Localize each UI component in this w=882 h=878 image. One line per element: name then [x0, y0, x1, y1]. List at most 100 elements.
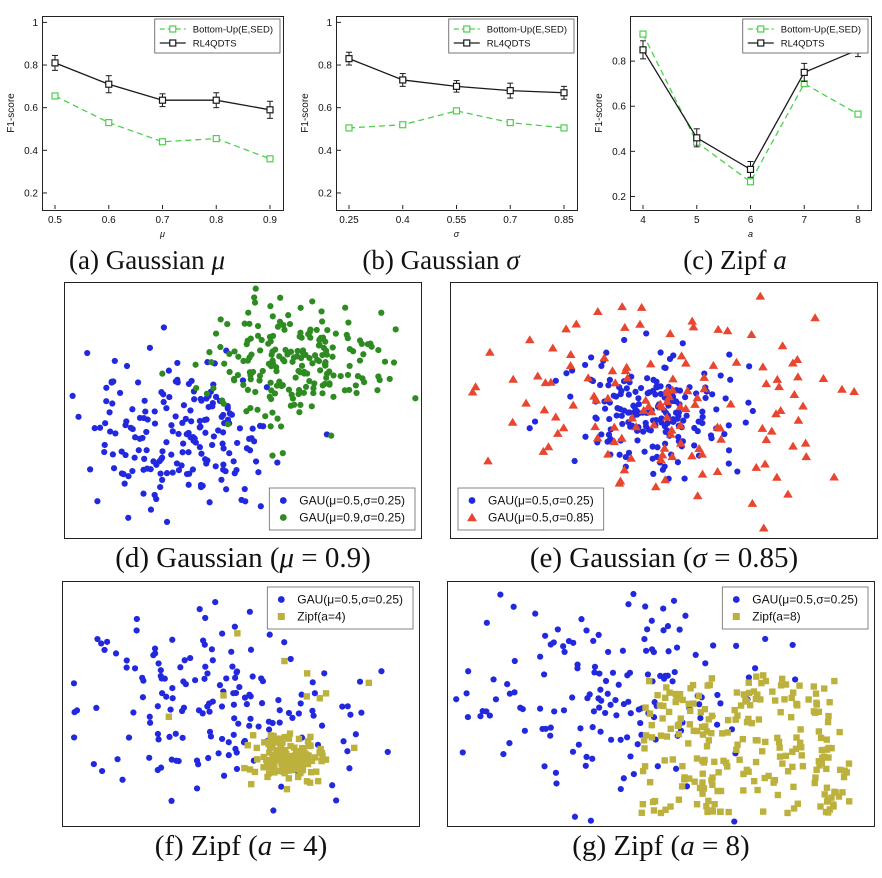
- svg-text:0.4: 0.4: [318, 146, 332, 157]
- scatter-gaussian-sigma085: GAU(μ=0.5,σ=0.25) GAU(μ=0.5,σ=0.85): [450, 282, 878, 539]
- series-triangle: [467, 291, 859, 532]
- svg-text:GAU(μ=0.5,σ=0.85): GAU(μ=0.5,σ=0.85): [488, 511, 594, 525]
- svg-text:F1-score: F1-score: [6, 93, 17, 133]
- panel-scatter-zipf8: GAU(μ=0.5,σ=0.25) Zipf(a=8) (g) Zipf (a =…: [447, 581, 875, 865]
- panel-scatter-mu09: GAU(μ=0.5,σ=0.25) GAU(μ=0.9,σ=0.25) (d) G…: [64, 282, 422, 577]
- series-circle: [159, 285, 419, 459]
- svg-text:0.8: 0.8: [209, 215, 223, 226]
- legend: Bottom-Up(E,SED) RL4QDTS: [448, 18, 575, 54]
- svg-text:GAU(μ=0.9,σ=0.25): GAU(μ=0.9,σ=0.25): [299, 511, 405, 525]
- scatter-row-gaussian: GAU(μ=0.5,σ=0.25) GAU(μ=0.9,σ=0.25) (d) G…: [64, 282, 882, 577]
- svg-text:1: 1: [326, 18, 332, 29]
- svg-text:0.6: 0.6: [318, 103, 332, 114]
- legend: GAU(μ=0.5,σ=0.25) Zipf(a=8): [721, 586, 869, 630]
- svg-text:6: 6: [748, 215, 754, 226]
- caption-text: (f) Zipf (: [154, 830, 258, 862]
- panel-scatter-sigma085: GAU(μ=0.5,σ=0.25) GAU(μ=0.5,σ=0.85) (e) G…: [450, 282, 878, 577]
- series-circle: [70, 599, 391, 814]
- legend: Bottom-Up(E,SED) RL4QDTS: [742, 18, 869, 54]
- series-square: [638, 672, 853, 817]
- svg-text:0.4: 0.4: [24, 146, 38, 157]
- legend: Bottom-Up(E,SED) RL4QDTS: [154, 18, 281, 54]
- svg-text:0.85: 0.85: [554, 215, 574, 226]
- legend: GAU(μ=0.5,σ=0.25) GAU(μ=0.9,σ=0.25): [268, 487, 416, 531]
- svg-text:1: 1: [32, 18, 38, 29]
- chart-gaussian-sigma: 0.2 0.4 0.6 0.8 1 0.25 0.4 0.55 0.7 0.85 σ F1-score…: [296, 6, 586, 242]
- caption-gaussian-sigma: (b) Gaussian σ: [362, 242, 519, 278]
- svg-text:F1-score: F1-score: [594, 93, 605, 133]
- svg-text:0.25: 0.25: [339, 215, 359, 226]
- svg-text:Bottom-Up(E,SED): Bottom-Up(E,SED): [781, 25, 861, 36]
- svg-text:GAU(μ=0.5,σ=0.25): GAU(μ=0.5,σ=0.25): [297, 593, 403, 607]
- scatter-row-zipf: GAU(μ=0.5,σ=0.25) Zipf(a=4) (f) Zipf (a =…: [62, 581, 882, 865]
- svg-text:RL4QDTS: RL4QDTS: [781, 39, 825, 50]
- svg-text:0.6: 0.6: [612, 102, 626, 113]
- svg-text:0.8: 0.8: [612, 57, 626, 68]
- svg-text:0.55: 0.55: [447, 215, 467, 226]
- caption-text: = 8): [694, 830, 750, 862]
- svg-text:RL4QDTS: RL4QDTS: [487, 39, 531, 50]
- caption-text: (b) Gaussian: [362, 245, 507, 275]
- caption-math: μ: [211, 245, 225, 275]
- svg-text:0.2: 0.2: [612, 192, 626, 203]
- svg-text:8: 8: [855, 215, 861, 226]
- caption-scatter-sigma085: (e) Gaussian (σ = 0.85): [530, 539, 798, 577]
- svg-text:Bottom-Up(E,SED): Bottom-Up(E,SED): [487, 25, 567, 36]
- svg-text:4: 4: [640, 215, 646, 226]
- svg-text:μ: μ: [159, 229, 165, 239]
- svg-text:0.4: 0.4: [612, 147, 626, 158]
- series-square: [165, 630, 373, 793]
- caption-scatter-zipf8: (g) Zipf (a = 8): [572, 827, 749, 865]
- svg-text:0.7: 0.7: [156, 215, 170, 226]
- caption-text: = 0.9): [294, 542, 371, 574]
- caption-math: a: [773, 245, 787, 275]
- caption-math: σ: [506, 245, 520, 275]
- svg-text:0.9: 0.9: [263, 215, 277, 226]
- caption-math: μ: [279, 542, 295, 574]
- svg-text:a: a: [748, 229, 753, 239]
- caption-text: (g) Zipf (: [572, 830, 681, 862]
- legend: GAU(μ=0.5,σ=0.25) GAU(μ=0.5,σ=0.85): [457, 487, 605, 531]
- chart-gaussian-mu: 0.2 0.4 0.6 0.8 1 0.5 0.6 0.7 0.8 0.9 μ F1-score Bot…: [2, 6, 292, 242]
- svg-text:GAU(μ=0.5,σ=0.25): GAU(μ=0.5,σ=0.25): [488, 494, 594, 508]
- caption-text: (a) Gaussian: [68, 245, 212, 275]
- caption-text: = 0.85): [706, 542, 799, 574]
- scatter-zipf-a4: GAU(μ=0.5,σ=0.25) Zipf(a=4): [62, 581, 420, 827]
- svg-text:σ: σ: [454, 229, 460, 239]
- svg-text:0.6: 0.6: [102, 215, 116, 226]
- svg-text:GAU(μ=0.5,σ=0.25): GAU(μ=0.5,σ=0.25): [752, 593, 858, 607]
- svg-text:0.8: 0.8: [24, 61, 38, 72]
- line-charts-row: 0.2 0.4 0.6 0.8 1 0.5 0.6 0.7 0.8 0.9 μ F1-score Bot…: [0, 6, 882, 278]
- svg-text:0.5: 0.5: [48, 215, 62, 226]
- caption-math: σ: [692, 542, 707, 574]
- legend: GAU(μ=0.5,σ=0.25) Zipf(a=4): [266, 586, 414, 630]
- svg-text:Bottom-Up(E,SED): Bottom-Up(E,SED): [193, 25, 273, 36]
- panel-scatter-zipf4: GAU(μ=0.5,σ=0.25) Zipf(a=4) (f) Zipf (a =…: [62, 581, 420, 865]
- caption-scatter-mu09: (d) Gaussian (μ = 0.9): [115, 539, 371, 577]
- caption-text: = 4): [272, 830, 328, 862]
- svg-text:0.6: 0.6: [24, 103, 38, 114]
- svg-text:0.7: 0.7: [503, 215, 517, 226]
- svg-text:0.2: 0.2: [24, 188, 38, 199]
- panel-zipf-a: 0.2 0.4 0.6 0.8 4 5 6 7 8 a F1-score Bottom-Up(E,SE…: [590, 6, 880, 278]
- svg-text:0.2: 0.2: [318, 188, 332, 199]
- caption-text: (d) Gaussian (: [115, 542, 280, 574]
- caption-math: a: [257, 830, 273, 862]
- caption-math: a: [680, 830, 695, 862]
- caption-scatter-zipf4: (f) Zipf (a = 4): [155, 827, 328, 865]
- svg-text:GAU(μ=0.5,σ=0.25): GAU(μ=0.5,σ=0.25): [299, 494, 405, 508]
- svg-text:F1-score: F1-score: [300, 93, 311, 133]
- chart-zipf-a: 0.2 0.4 0.6 0.8 4 5 6 7 8 a F1-score Bottom-Up(E,SE…: [590, 6, 880, 242]
- svg-text:7: 7: [801, 215, 807, 226]
- caption-text: (c) Zipf: [683, 245, 774, 275]
- caption-text: (e) Gaussian (: [529, 542, 693, 574]
- svg-text:Zipf(a=4): Zipf(a=4): [297, 610, 345, 624]
- caption-zipf-a: (c) Zipf a: [683, 242, 786, 278]
- svg-text:0.4: 0.4: [396, 215, 410, 226]
- series-circle: [69, 324, 331, 525]
- svg-text:RL4QDTS: RL4QDTS: [193, 39, 237, 50]
- svg-text:Zipf(a=8): Zipf(a=8): [752, 610, 800, 624]
- svg-text:0.8: 0.8: [318, 61, 332, 72]
- scatter-gaussian-mu09: GAU(μ=0.5,σ=0.25) GAU(μ=0.9,σ=0.25): [64, 282, 422, 539]
